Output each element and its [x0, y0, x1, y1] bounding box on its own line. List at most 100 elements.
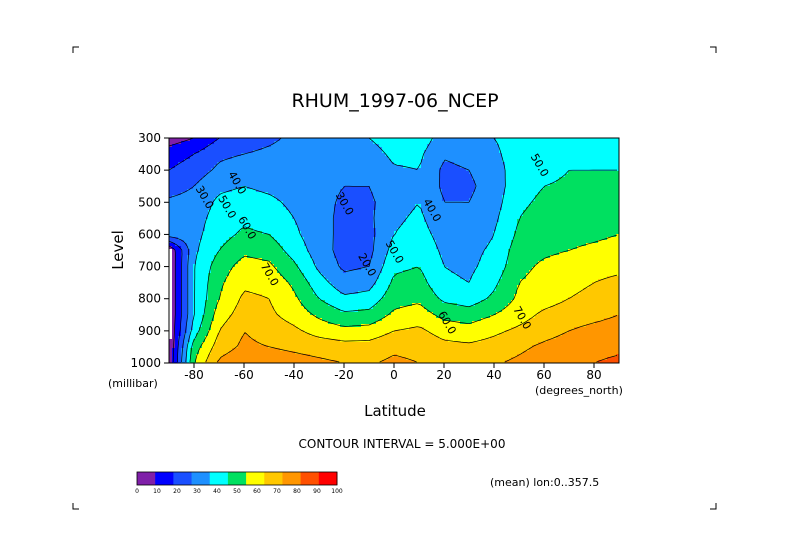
- field-cell: [271, 309, 274, 312]
- field-cell: [280, 306, 283, 309]
- field-cell: [268, 285, 271, 288]
- field-cell: [244, 264, 247, 267]
- field-cell: [241, 300, 244, 303]
- field-cell: [259, 336, 262, 339]
- field-cell: [187, 330, 190, 333]
- field-cell: [247, 303, 250, 306]
- field-cell: [349, 144, 352, 147]
- field-cell: [331, 207, 334, 210]
- field-cell: [349, 339, 352, 342]
- field-cell: [232, 147, 235, 150]
- field-cell: [241, 360, 244, 363]
- field-cell: [316, 141, 319, 144]
- field-cell: [283, 237, 286, 240]
- field-cell: [265, 249, 268, 252]
- field-cell: [241, 177, 244, 180]
- field-cell: [169, 249, 172, 252]
- field-cell: [358, 303, 361, 306]
- field-cell: [202, 342, 205, 345]
- field-cell: [280, 144, 283, 147]
- field-cell: [190, 171, 193, 174]
- field-cell: [292, 240, 295, 243]
- field-cell: [304, 252, 307, 255]
- field-cell: [325, 195, 328, 198]
- field-cell: [352, 291, 355, 294]
- field-cell: [190, 222, 193, 225]
- field-cell: [361, 318, 364, 321]
- field-cell: [205, 291, 208, 294]
- field-cell: [217, 264, 220, 267]
- field-cell: [253, 351, 256, 354]
- field-cell: [268, 225, 271, 228]
- field-cell: [304, 321, 307, 324]
- field-cell: [178, 201, 181, 204]
- field-cell: [211, 339, 214, 342]
- field-cell: [169, 333, 172, 336]
- field-cell: [277, 210, 280, 213]
- field-cell: [283, 318, 286, 321]
- field-cell: [286, 264, 289, 267]
- field-cell: [184, 237, 187, 240]
- field-cell: [211, 174, 214, 177]
- field-cell: [250, 189, 253, 192]
- field-cell: [241, 354, 244, 357]
- field-cell: [337, 327, 340, 330]
- field-cell: [283, 309, 286, 312]
- field-cell: [295, 180, 298, 183]
- field-cell: [184, 339, 187, 342]
- field-cell: [352, 198, 355, 201]
- field-cell: [343, 255, 346, 258]
- field-cell: [190, 159, 193, 162]
- field-cell: [226, 156, 229, 159]
- field-cell: [187, 246, 190, 249]
- field-cell: [175, 246, 178, 249]
- field-cell: [334, 159, 337, 162]
- field-cell: [283, 255, 286, 258]
- field-cell: [271, 351, 274, 354]
- field-cell: [238, 195, 241, 198]
- field-cell: [322, 273, 325, 276]
- field-cell: [346, 273, 349, 276]
- field-cell: [202, 318, 205, 321]
- field-cell: [268, 201, 271, 204]
- field-cell: [322, 165, 325, 168]
- field-cell: [361, 342, 364, 345]
- field-cell: [223, 258, 226, 261]
- field-cell: [319, 156, 322, 159]
- field-cell: [172, 282, 175, 285]
- field-cell: [277, 333, 280, 336]
- field-cell: [274, 318, 277, 321]
- field-cell: [226, 309, 229, 312]
- field-cell: [298, 240, 301, 243]
- field-cell: [244, 339, 247, 342]
- field-cell: [199, 309, 202, 312]
- field-cell: [244, 348, 247, 351]
- field-cell: [367, 201, 370, 204]
- field-cell: [187, 189, 190, 192]
- field-cell: [229, 168, 232, 171]
- field-cell: [247, 315, 250, 318]
- field-cell: [298, 303, 301, 306]
- field-cell: [277, 318, 280, 321]
- field-cell: [331, 354, 334, 357]
- field-cell: [274, 144, 277, 147]
- field-cell: [316, 267, 319, 270]
- field-cell: [193, 216, 196, 219]
- field-cell: [334, 198, 337, 201]
- field-cell: [172, 276, 175, 279]
- field-cell: [178, 204, 181, 207]
- field-cell: [220, 216, 223, 219]
- field-cell: [235, 228, 238, 231]
- field-cell: [352, 339, 355, 342]
- field-cell: [199, 261, 202, 264]
- field-cell: [274, 354, 277, 357]
- field-cell: [313, 240, 316, 243]
- field-cell: [364, 222, 367, 225]
- field-cell: [211, 147, 214, 150]
- field-cell: [238, 312, 241, 315]
- field-cell: [238, 294, 241, 297]
- field-cell: [202, 165, 205, 168]
- field-cell: [190, 201, 193, 204]
- field-cell: [244, 252, 247, 255]
- field-cell: [262, 261, 265, 264]
